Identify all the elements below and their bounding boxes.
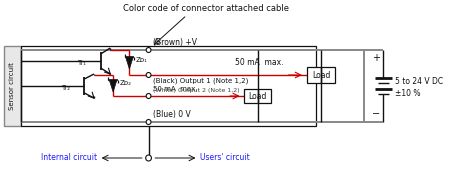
Text: ±10 %: ±10 % [395, 89, 420, 98]
Polygon shape [126, 57, 133, 69]
Bar [244, 89, 271, 103]
Text: (Black) Output 1 (Note 1,2): (Black) Output 1 (Note 1,2) [153, 78, 249, 84]
Circle shape [146, 120, 151, 125]
Circle shape [146, 93, 151, 98]
Text: +: + [372, 53, 380, 63]
Text: Users' circuit: Users' circuit [200, 154, 250, 163]
Text: (White) Output 2 (Note 1,2): (White) Output 2 (Note 1,2) [153, 87, 240, 93]
Text: Tr₁: Tr₁ [77, 60, 86, 66]
Text: 5 to 24 V DC: 5 to 24 V DC [395, 76, 443, 86]
Text: Color code of connector attached cable: Color code of connector attached cable [123, 3, 289, 12]
Text: 50 mA  max.: 50 mA max. [153, 86, 198, 92]
Text: Zᴅ₁: Zᴅ₁ [136, 57, 148, 63]
Text: Load: Load [312, 71, 330, 80]
Polygon shape [109, 80, 117, 92]
Circle shape [146, 48, 151, 53]
Bar [4, 46, 21, 126]
Circle shape [146, 73, 151, 78]
Text: (Brown) +V: (Brown) +V [153, 37, 198, 46]
Text: Sensor circuit: Sensor circuit [9, 62, 15, 110]
Text: Load: Load [249, 91, 267, 100]
Bar [307, 67, 336, 83]
Text: Internal circuit: Internal circuit [40, 154, 97, 163]
Text: Zᴅ₂: Zᴅ₂ [120, 80, 132, 86]
Text: (Blue) 0 V: (Blue) 0 V [153, 109, 191, 118]
Circle shape [146, 155, 152, 161]
Bar [21, 46, 316, 126]
Text: 50 mA  max.: 50 mA max. [235, 57, 284, 66]
Text: Tr₂: Tr₂ [61, 85, 70, 91]
Text: −: − [372, 109, 380, 119]
